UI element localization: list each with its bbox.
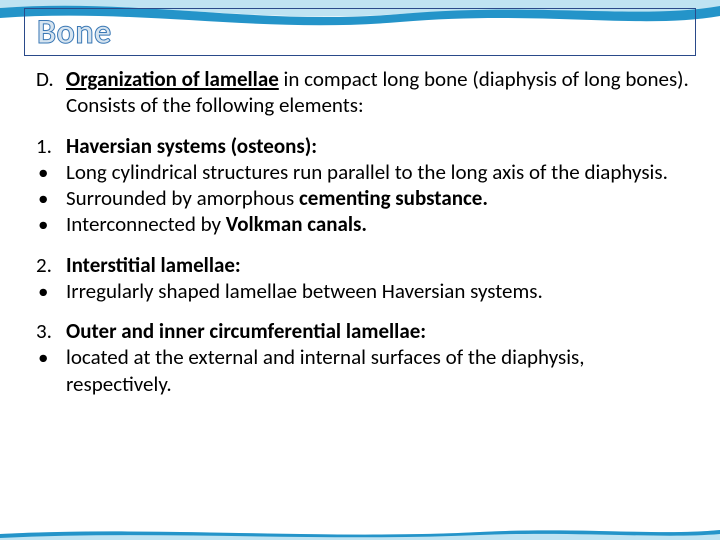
intro-bold-underline: Organization of lamellae — [66, 66, 279, 92]
section-title: Interstitial lamellae: — [66, 252, 241, 278]
bullet-icon: • — [36, 278, 66, 304]
section-2: 2. Interstitial lamellae: • Irregularly … — [36, 252, 690, 305]
section-head: 2. Interstitial lamellae: — [36, 252, 690, 278]
bullet-text: Surrounded by amorphous cementing substa… — [66, 185, 488, 211]
intro-text: Organization of lamellae in compact long… — [66, 66, 690, 119]
list-item: • located at the external and internal s… — [36, 344, 690, 397]
content-area: D. Organization of lamellae in compact l… — [36, 66, 690, 411]
section-number: 2. — [36, 252, 66, 278]
bullet-icon: • — [36, 211, 66, 237]
section-3: 3. Outer and inner circumferential lamel… — [36, 318, 690, 397]
section-title: Outer and inner circumferential lamellae… — [66, 318, 426, 344]
section-number: 1. — [36, 133, 66, 159]
slide-title: Bone — [37, 12, 112, 53]
bullet-text: Irregularly shaped lamellae between Have… — [66, 278, 543, 304]
section-title: Haversian systems (osteons): — [66, 133, 317, 159]
bullet-icon: • — [36, 344, 66, 397]
intro-letter: D. — [36, 66, 66, 119]
list-item: • Interconnected by Volkman canals. — [36, 211, 690, 237]
bullet-text: located at the external and internal sur… — [66, 344, 690, 397]
bullet-text: Interconnected by Volkman canals. — [66, 211, 367, 237]
bullet-text: Long cylindrical structures run parallel… — [66, 159, 668, 185]
list-item: • Long cylindrical structures run parall… — [36, 159, 690, 185]
section-head: 3. Outer and inner circumferential lamel… — [36, 318, 690, 344]
section-1: 1. Haversian systems (osteons): • Long c… — [36, 133, 690, 238]
section-number: 3. — [36, 318, 66, 344]
bullet-icon: • — [36, 185, 66, 211]
list-item: • Irregularly shaped lamellae between Ha… — [36, 278, 690, 304]
bullet-icon: • — [36, 159, 66, 185]
list-item: • Surrounded by amorphous cementing subs… — [36, 185, 690, 211]
intro: D. Organization of lamellae in compact l… — [36, 66, 690, 119]
section-head: 1. Haversian systems (osteons): — [36, 133, 690, 159]
decorative-wave-bottom — [0, 522, 720, 540]
title-box: Bone — [24, 8, 696, 56]
